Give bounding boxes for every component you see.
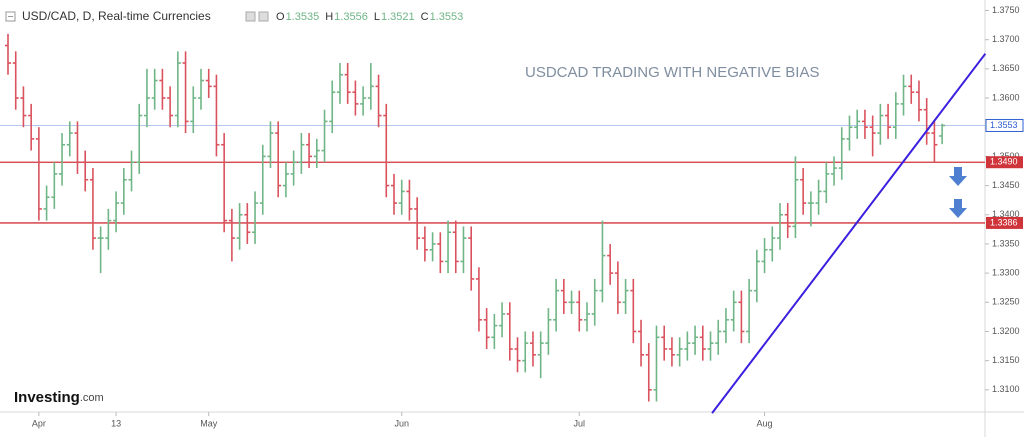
ohlc-value: 1.3535 bbox=[286, 11, 320, 23]
y-tick-label: 1.3300 bbox=[992, 267, 1020, 277]
price-label: 1.3553 bbox=[990, 120, 1018, 130]
x-tick-label: Apr bbox=[32, 418, 46, 428]
logo: Investing.com bbox=[14, 389, 104, 406]
ohlc-header: O1.3535 H1.3556 L1.3521 C1.3553 bbox=[276, 11, 463, 23]
x-tick-label: 13 bbox=[111, 418, 121, 428]
y-tick-label: 1.3350 bbox=[992, 238, 1020, 248]
y-tick-label: 1.3150 bbox=[992, 355, 1020, 365]
y-tick-label: 1.3600 bbox=[992, 92, 1020, 102]
x-tick-label: Jun bbox=[394, 418, 409, 428]
y-tick-label: 1.3250 bbox=[992, 297, 1020, 307]
ohlc-label: H bbox=[325, 11, 333, 23]
y-tick-label: 1.3750 bbox=[992, 5, 1020, 15]
ohlc-value: 1.3521 bbox=[381, 11, 415, 23]
level-label-box bbox=[986, 156, 1023, 169]
x-tick-label: Jul bbox=[574, 418, 586, 428]
settings-icon[interactable] bbox=[245, 11, 256, 22]
level-label: 1.3490 bbox=[990, 157, 1018, 167]
level-label-box bbox=[986, 216, 1023, 229]
chart-title: USD/CAD, D, Real-time Currencies bbox=[22, 9, 211, 23]
trend-line bbox=[711, 53, 987, 414]
collapse-icon[interactable] bbox=[5, 11, 16, 22]
level-label: 1.3386 bbox=[990, 217, 1018, 227]
ohlc-values: O1.3535 H1.3556 L1.3521 C1.3553 bbox=[276, 11, 463, 23]
y-tick-label: 1.3700 bbox=[992, 34, 1020, 44]
y-tick-label: 1.3500 bbox=[992, 151, 1020, 161]
x-tick-label: May bbox=[200, 418, 218, 428]
down-arrow bbox=[949, 167, 967, 218]
y-tick-label: 1.3650 bbox=[992, 63, 1020, 73]
ohlc-label: O bbox=[276, 11, 285, 23]
ohlc-value: 1.3553 bbox=[430, 11, 464, 23]
y-tick-label: 1.3400 bbox=[992, 209, 1020, 219]
y-tick-label: 1.3100 bbox=[992, 384, 1020, 394]
y-tick-label: 1.3200 bbox=[992, 326, 1020, 336]
settings-icon[interactable] bbox=[258, 11, 269, 22]
logo-suffix: .com bbox=[80, 392, 104, 404]
down-arrow bbox=[949, 199, 967, 218]
x-tick-label: Aug bbox=[757, 418, 773, 428]
ohlc-value: 1.3556 bbox=[334, 11, 368, 23]
down-arrow bbox=[949, 167, 967, 186]
y-tick-label: 1.3450 bbox=[992, 180, 1020, 190]
logo-brand: Investing bbox=[14, 389, 80, 406]
price-label-box bbox=[985, 118, 1024, 132]
ohlc-label: C bbox=[421, 11, 429, 23]
ohlc-label: L bbox=[374, 11, 380, 23]
annotation: USDCAD TRADING WITH NEGATIVE BIAS bbox=[525, 64, 819, 81]
